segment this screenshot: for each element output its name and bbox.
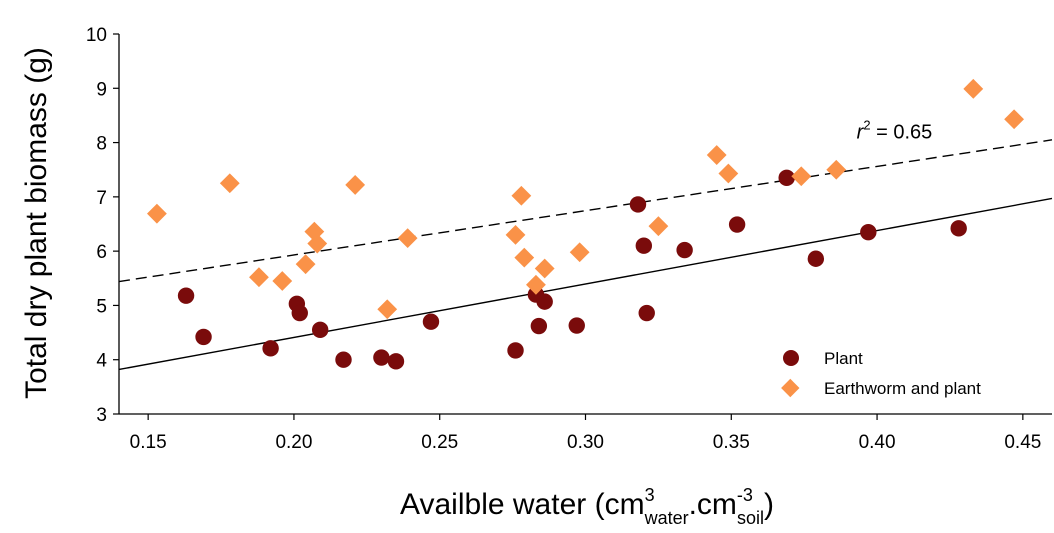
y-tick-label: 4 xyxy=(96,351,107,372)
data-point-earthworm-plant xyxy=(295,254,316,275)
x-tick-label: 0.30 xyxy=(567,432,604,453)
data-point-plant xyxy=(778,169,795,187)
data-point-earthworm-plant xyxy=(345,175,366,195)
data-point-plant xyxy=(530,317,548,335)
y-tick-label: 7 xyxy=(96,188,107,209)
data-point-earthworm-plant xyxy=(307,233,328,254)
data-point-earthworm-plant xyxy=(511,185,532,206)
data-point-plant xyxy=(387,353,405,370)
data-points xyxy=(147,78,1024,370)
x-tick-label: 0.45 xyxy=(1004,432,1041,453)
y-tick-label: 6 xyxy=(96,242,107,263)
data-point-earthworm-plant xyxy=(514,247,535,268)
legend-label-earthworm-plant: Earthworm and plant xyxy=(824,379,981,398)
data-point-earthworm-plant xyxy=(648,216,669,237)
legend: Plant Earthworm and plant xyxy=(781,349,981,398)
data-point-earthworm-plant xyxy=(569,242,590,263)
data-point-earthworm-plant xyxy=(791,166,812,187)
data-point-earthworm-plant xyxy=(1004,109,1024,130)
r-squared-annotation: r2 = 0.65 xyxy=(857,118,933,144)
x-axis-title: Availble water (cm3 water.cm-3 soil) xyxy=(400,485,774,528)
trendlines xyxy=(118,139,1053,371)
data-point-plant xyxy=(728,216,746,233)
y-tick-label: 5 xyxy=(96,296,107,317)
data-point-plant xyxy=(311,321,329,339)
data-point-earthworm-plant xyxy=(397,228,418,249)
y-tick-label: 10 xyxy=(86,25,107,46)
data-point-plant xyxy=(950,220,967,237)
y-axis-title: Total dry plant biomass (g) xyxy=(20,47,53,399)
y-tick-label: 9 xyxy=(96,79,107,100)
trendline-earthworm-plant xyxy=(118,139,1053,283)
data-point-plant xyxy=(629,196,647,213)
data-point-earthworm-plant xyxy=(963,78,984,99)
x-tick-label: 0.35 xyxy=(713,432,750,453)
legend-marker-earthworm-plant xyxy=(781,378,800,398)
data-point-earthworm-plant xyxy=(826,159,847,180)
data-point-earthworm-plant xyxy=(505,224,526,245)
data-point-earthworm-plant xyxy=(147,203,167,224)
data-point-plant xyxy=(860,223,877,241)
x-tick-label: 0.40 xyxy=(859,432,896,453)
data-point-plant xyxy=(807,250,825,267)
x-tick-label: 0.25 xyxy=(421,432,458,453)
legend-marker-plant xyxy=(783,350,799,366)
data-point-plant xyxy=(335,351,352,368)
trendline-plant xyxy=(118,197,1053,371)
data-point-plant xyxy=(262,340,279,357)
data-point-plant xyxy=(373,349,390,366)
data-point-plant xyxy=(291,304,308,322)
series-earthworm-plant xyxy=(147,78,1024,320)
data-point-earthworm-plant xyxy=(249,267,269,288)
data-point-earthworm-plant xyxy=(534,258,555,279)
data-point-plant xyxy=(177,287,195,304)
data-point-earthworm-plant xyxy=(377,299,398,320)
data-point-plant xyxy=(536,293,553,310)
legend-label-plant: Plant xyxy=(824,349,863,368)
data-point-plant xyxy=(676,241,693,259)
axes: 3 4 5 6 7 8 9 10 0.15 0.20 0.25 0.30 0.35 0.40 0.45 xyxy=(86,25,1052,453)
data-point-earthworm-plant xyxy=(219,173,240,194)
data-point-plant xyxy=(422,313,440,330)
y-tick-label: 3 xyxy=(96,405,107,426)
series-plant xyxy=(177,169,967,370)
data-point-earthworm-plant xyxy=(718,163,739,184)
y-tick-label: 8 xyxy=(96,134,107,155)
data-point-earthworm-plant xyxy=(526,274,546,295)
data-point-plant xyxy=(507,342,524,359)
data-point-earthworm-plant xyxy=(706,145,727,165)
x-tick-label: 0.20 xyxy=(275,432,312,453)
x-tick-label: 0.15 xyxy=(130,432,167,453)
data-point-plant xyxy=(635,237,653,254)
data-point-plant xyxy=(568,317,585,334)
data-point-plant xyxy=(638,304,655,322)
data-point-plant xyxy=(195,328,212,346)
data-point-earthworm-plant xyxy=(272,271,293,291)
